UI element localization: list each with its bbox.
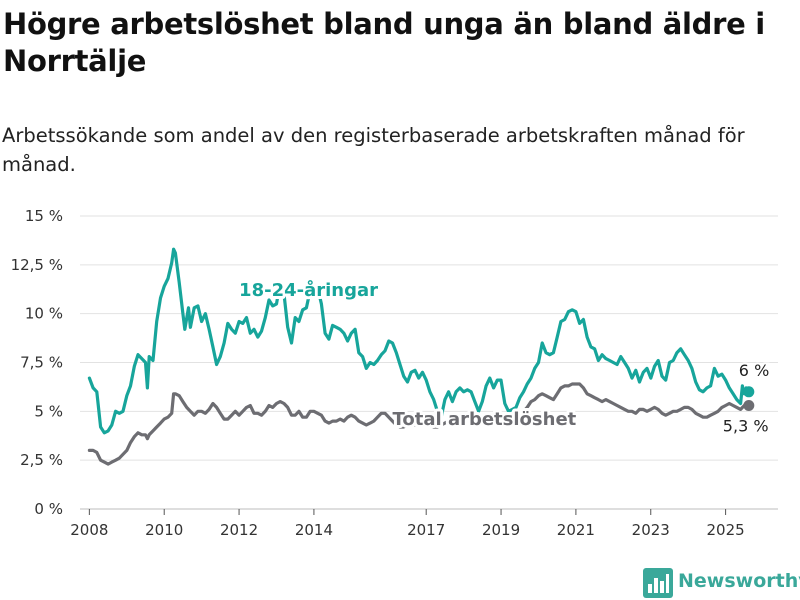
x-tick-label: 2017 bbox=[407, 521, 445, 539]
brand-name: Newsworthy bbox=[678, 570, 800, 592]
x-tick-label: 2019 bbox=[482, 521, 520, 539]
y-tick-label: 5 % bbox=[34, 402, 63, 420]
series-line-total-arbetslöshet bbox=[87, 382, 751, 466]
x-tick-label: 2012 bbox=[220, 521, 258, 539]
series-label: Total arbetslöshet bbox=[393, 409, 577, 430]
chart-subtitle: Arbetssökande som andel av den registerb… bbox=[2, 124, 745, 176]
gridlines bbox=[80, 215, 778, 510]
y-axis-tick-labels: 0 % 2,5 % 5 % 7,5 % 10 % 12,5 % 15 % bbox=[11, 207, 63, 518]
end-value-label: 5,3 % bbox=[723, 416, 769, 435]
y-tick-label: 15 % bbox=[25, 207, 63, 225]
end-point-18-24-åringar bbox=[743, 386, 755, 398]
y-tick-label: 2,5 % bbox=[20, 451, 63, 469]
y-tick-label: 10 % bbox=[25, 305, 63, 323]
x-axis: 2008 2010 2012 2014 2017 2019 2021 2023 2025 bbox=[70, 509, 745, 539]
series-labels: 18-24-åringar Total arbetslöshet 6 % 5,3 % bbox=[236, 276, 771, 437]
chart-title: Högre arbetslöshet bland unga än bland ä… bbox=[3, 7, 765, 78]
end-point-total-arbetslöshet bbox=[743, 399, 755, 411]
series-lines bbox=[87, 247, 755, 466]
x-tick-label: 2023 bbox=[632, 521, 670, 539]
y-tick-label: 7,5 % bbox=[20, 354, 63, 372]
bar-chart-logo-icon bbox=[643, 568, 673, 598]
x-tick-label: 2014 bbox=[295, 521, 333, 539]
x-tick-label: 2025 bbox=[707, 521, 745, 539]
series-label: 18-24-åringar bbox=[239, 279, 378, 301]
x-tick-label: 2010 bbox=[145, 521, 183, 539]
y-tick-label: 12,5 % bbox=[11, 256, 63, 274]
x-tick-label: 2021 bbox=[557, 521, 595, 539]
series-line-18-24-åringar bbox=[87, 247, 751, 435]
y-tick-label: 0 % bbox=[34, 500, 63, 518]
end-value-label: 6 % bbox=[739, 361, 769, 380]
x-tick-label: 2008 bbox=[70, 521, 108, 539]
